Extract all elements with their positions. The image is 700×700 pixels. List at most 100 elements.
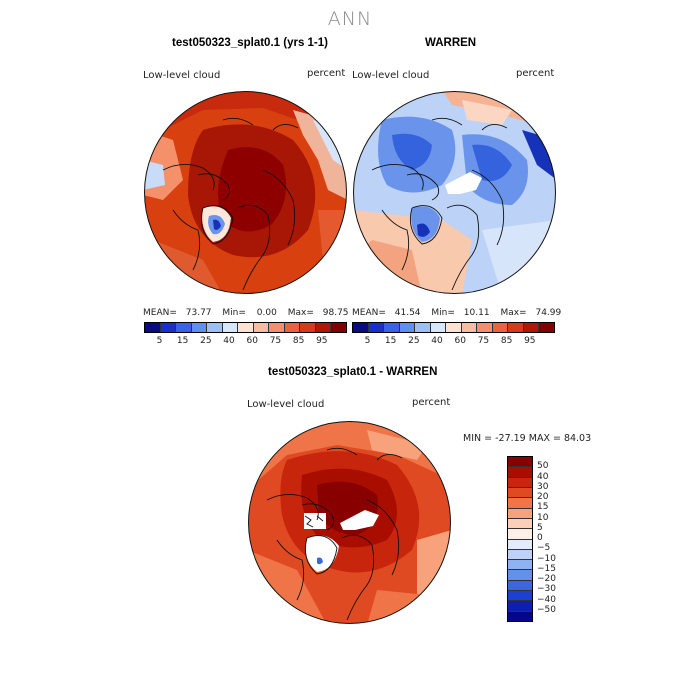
colorbar-swatch — [539, 323, 554, 332]
colorbar-swatch — [384, 323, 400, 332]
colorbar-tick-label: 40 — [537, 471, 549, 482]
colorbar-tick-label: 5 — [537, 522, 543, 533]
colorbar-swatch — [353, 323, 369, 332]
panel3-colorbar-ticks: 50 40 30 20 15 10 5 0 −5 −10 −15 −20 −30 −40 −50 — [537, 456, 577, 622]
colorbar-swatch — [430, 323, 447, 332]
panel1-mean-value: 73.77 — [185, 308, 212, 318]
colorbar-swatch — [461, 323, 478, 332]
season-title: ANN — [327, 8, 373, 30]
colorbar-tick-label: −15 — [537, 563, 556, 574]
colorbar-tick-label: −30 — [537, 584, 556, 595]
colorbar-swatch — [508, 467, 532, 478]
panel2-mean-value: 41.54 — [394, 308, 421, 318]
colorbar-tick-label: 30 — [537, 481, 549, 492]
panel1-variable-label: Low-level cloud — [143, 70, 221, 81]
panel2-mean-label: MEAN= — [352, 308, 386, 318]
panel2-colorbar — [352, 322, 555, 333]
panel3-colorbar — [507, 456, 533, 622]
colorbar-swatch — [508, 570, 532, 581]
colorbar-swatch — [523, 323, 540, 332]
panel3-minmax: MIN = -27.19 MAX = 84.03 — [463, 433, 592, 444]
panel1-stats: MEAN= 73.77 Min= 0.00 Max= 98.75 — [143, 308, 349, 318]
panel2-units-label: percent — [516, 68, 555, 79]
colorbar-tick-label: 75 — [477, 336, 490, 346]
colorbar-tick-label: −20 — [537, 574, 556, 584]
colorbar-swatch — [508, 539, 532, 550]
panel3-title: test050323_splat0.1 - WARREN — [268, 366, 438, 378]
colorbar-swatch — [508, 457, 532, 468]
panel2-stats: MEAN= 41.54 Min= 10.11 Max= 74.99 — [352, 308, 561, 318]
colorbar-tick-label: 85 — [500, 336, 513, 346]
panel2-max-value: 74.99 — [535, 308, 562, 318]
colorbar-swatch — [207, 323, 223, 332]
colorbar-tick-label: −50 — [537, 604, 556, 615]
colorbar-swatch — [492, 323, 509, 332]
colorbar-tick-label: 25 — [200, 336, 212, 346]
panel1-title: test050323_splat0.1 (yrs 1-1) — [172, 37, 328, 49]
colorbar-tick-label: −40 — [537, 594, 556, 605]
panel1-min-value: 0.00 — [256, 308, 277, 318]
colorbar-swatch — [508, 580, 532, 592]
colorbar-swatch — [269, 323, 285, 332]
colorbar-swatch — [508, 601, 532, 612]
colorbar-tick-label: 15 — [176, 336, 189, 346]
colorbar-swatch — [508, 529, 532, 540]
panel1-max-label: Max= — [287, 308, 314, 318]
colorbar-tick-label: 15 — [384, 336, 397, 346]
colorbar-tick-label: 60 — [454, 336, 466, 346]
panel2-title: WARREN — [425, 37, 477, 49]
panel2-min-label: Min= — [431, 308, 455, 318]
panel2-min-value: 10.11 — [463, 308, 490, 318]
colorbar-tick-label: −10 — [537, 553, 556, 564]
panel3-units-label: percent — [412, 397, 451, 408]
colorbar-swatch — [508, 549, 532, 561]
colorbar-swatch — [222, 323, 239, 332]
colorbar-swatch — [508, 591, 532, 602]
colorbar-tick-label: 25 — [408, 336, 420, 346]
colorbar-tick-label: 75 — [269, 336, 282, 346]
colorbar-swatch — [399, 323, 416, 332]
colorbar-tick-label: 95 — [316, 336, 328, 346]
colorbar-tick-label: 10 — [537, 512, 549, 523]
panel1-max-value: 98.75 — [322, 308, 349, 318]
panel3-variable-label: Low-level cloud — [247, 399, 325, 410]
colorbar-swatch — [284, 323, 301, 332]
colorbar-tick-label: 15 — [537, 502, 549, 513]
colorbar-tick-label: 50 — [537, 461, 549, 472]
colorbar-swatch — [300, 323, 316, 332]
panel3-map — [248, 421, 451, 624]
colorbar-swatch — [446, 323, 462, 332]
colorbar-swatch — [238, 323, 254, 332]
colorbar-swatch — [508, 611, 532, 621]
colorbar-tick-label: 40 — [223, 336, 235, 346]
panel2-variable-label: Low-level cloud — [352, 70, 430, 81]
panel1-mean-label: MEAN= — [143, 308, 177, 318]
panel2-colorbar-ticks: 5 15 25 40 60 75 85 95 — [352, 336, 555, 348]
colorbar-swatch — [176, 323, 192, 332]
colorbar-swatch — [331, 323, 346, 332]
colorbar-swatch — [315, 323, 332, 332]
panel2-max-label: Max= — [500, 308, 527, 318]
colorbar-swatch — [160, 323, 177, 332]
panel1-colorbar-ticks: 5 15 25 40 60 75 85 95 — [144, 336, 347, 348]
panel1-min-label: Min= — [222, 308, 246, 318]
colorbar-swatch — [253, 323, 270, 332]
colorbar-swatch — [508, 560, 532, 571]
colorbar-swatch — [508, 477, 532, 488]
colorbar-tick-label: 95 — [524, 336, 536, 346]
colorbar-swatch — [508, 518, 532, 530]
colorbar-swatch — [415, 323, 431, 332]
colorbar-tick-label: 20 — [537, 492, 549, 502]
colorbar-swatch — [477, 323, 493, 332]
colorbar-tick-label: 85 — [292, 336, 305, 346]
panel1-units-label: percent — [307, 68, 346, 79]
colorbar-tick-label: 5 — [156, 336, 163, 346]
panel2-map — [353, 91, 556, 294]
panel1-map — [144, 91, 347, 294]
colorbar-tick-label: 40 — [431, 336, 443, 346]
colorbar-swatch — [191, 323, 208, 332]
colorbar-tick-label: 60 — [246, 336, 258, 346]
colorbar-swatch — [508, 323, 524, 332]
colorbar-tick-label: −5 — [537, 543, 551, 554]
colorbar-swatch — [508, 508, 532, 519]
